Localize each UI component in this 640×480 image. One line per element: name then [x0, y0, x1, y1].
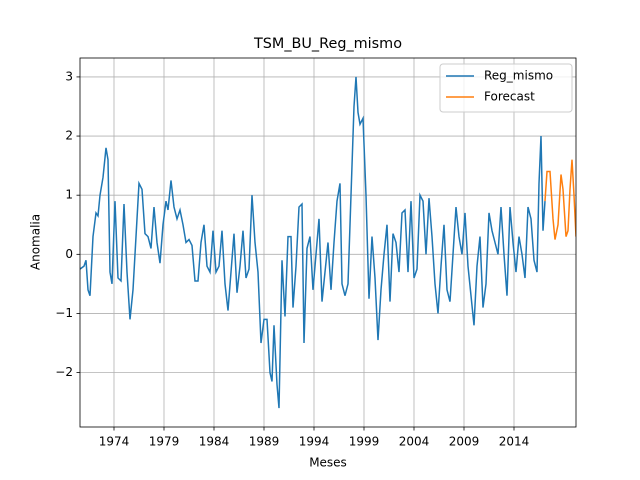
y-axis-label: Anomalia — [29, 214, 43, 270]
x-tick-label: 2014 — [499, 435, 530, 449]
y-tick-label: 2 — [65, 129, 73, 143]
y-tick-label: 3 — [65, 69, 73, 83]
x-tick-label: 1979 — [149, 435, 180, 449]
x-axis-label: Meses — [309, 456, 347, 470]
y-tick-label: 0 — [65, 247, 73, 261]
y-tick-label: −1 — [55, 306, 73, 320]
plot-frame — [79, 57, 577, 428]
x-tick-label: 2009 — [449, 435, 480, 449]
y-tick-label: −2 — [55, 365, 73, 379]
x-tick-label: 1989 — [249, 435, 280, 449]
legend-label: Forecast — [484, 90, 535, 104]
series-line — [544, 159, 576, 240]
chart-title: TSM_BU_Reg_mismo — [253, 36, 402, 52]
x-tick-label: 2004 — [399, 435, 430, 449]
x-tick-label: 1994 — [299, 435, 330, 449]
x-tick-label: 1974 — [99, 435, 130, 449]
y-tick-label: 1 — [65, 188, 73, 202]
x-tick-label: 1999 — [349, 435, 380, 449]
series-line — [80, 76, 546, 409]
x-tick-label: 1984 — [199, 435, 230, 449]
legend-label: Reg_mismo — [484, 69, 553, 83]
